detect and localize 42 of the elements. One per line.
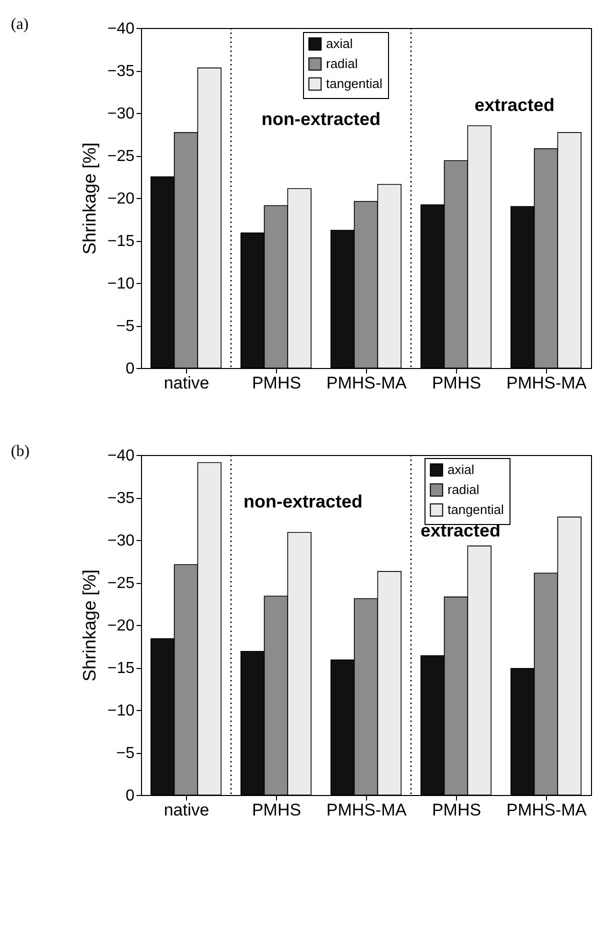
- y-tick-label: −20: [107, 618, 135, 634]
- legend-label: radial: [326, 56, 358, 71]
- x-tick-label: PMHS: [252, 374, 302, 392]
- y-tick-label: −20: [107, 190, 135, 208]
- legend-label: radial: [448, 482, 480, 497]
- y-axis-title: Shrinkage [%]: [79, 142, 100, 255]
- y-tick-label: −10: [107, 702, 135, 720]
- annotation: non-extracted: [261, 108, 381, 129]
- y-tick-label: −30: [107, 532, 135, 550]
- y-tick-label: −30: [107, 106, 135, 122]
- y-tick-label: −35: [107, 490, 135, 507]
- annotation: extracted: [474, 95, 555, 116]
- y-tick-label: −10: [107, 276, 135, 292]
- annotation: non-extracted: [243, 492, 363, 512]
- x-tick-label: PMHS-MA: [506, 374, 588, 392]
- x-tick-label: PMHS: [432, 374, 482, 392]
- legend-label: axial: [326, 36, 353, 51]
- x-tick-label: native: [164, 800, 210, 820]
- y-tick-label: −25: [107, 575, 135, 592]
- y-tick-label: −15: [107, 233, 135, 250]
- legend-label: axial: [448, 462, 474, 477]
- chart-title: (b): [10, 443, 30, 460]
- y-axis-title: Shrinkage [%]: [79, 569, 100, 682]
- y-tick-label: −5: [116, 318, 135, 335]
- y-tick-label: −40: [107, 448, 135, 464]
- legend-label: tangential: [448, 502, 504, 517]
- y-tick-label: −15: [107, 660, 135, 677]
- chart-title: (a): [10, 16, 29, 33]
- y-tick-label: −40: [107, 20, 135, 38]
- y-tick-label: −35: [107, 63, 135, 80]
- x-tick-label: PMHS: [432, 800, 482, 820]
- y-tick-label: 0: [126, 788, 135, 804]
- annotation: extracted: [420, 520, 501, 540]
- x-tick-label: PMHS-MA: [506, 800, 588, 820]
- legend-label: tangential: [326, 76, 382, 91]
- y-tick-label: −5: [116, 745, 135, 762]
- y-tick-label: −25: [107, 148, 135, 165]
- x-tick-label: PMHS-MA: [326, 800, 408, 820]
- x-tick-label: PMHS: [252, 800, 302, 820]
- y-tick-label: 0: [126, 360, 135, 378]
- x-tick-label: PMHS-MA: [326, 374, 408, 392]
- x-tick-label: native: [164, 374, 210, 392]
